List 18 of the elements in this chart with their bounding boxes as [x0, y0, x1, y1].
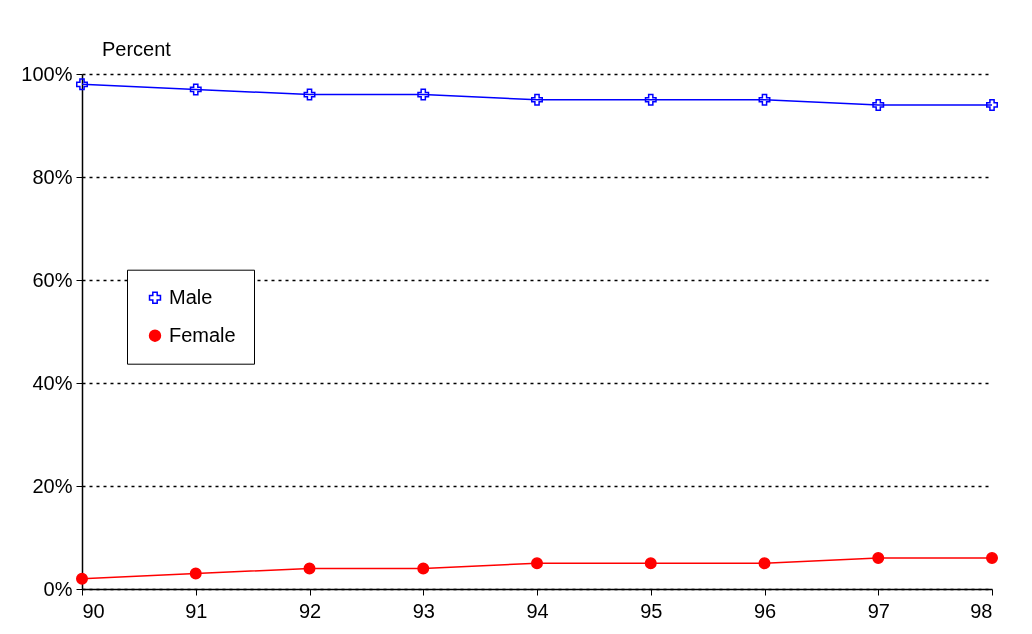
- y-axis-title: Percent: [102, 38, 172, 60]
- y-tick-label: 80%: [32, 165, 73, 188]
- y-tick-label: 20%: [32, 474, 73, 497]
- x-tick-label: 90: [82, 599, 105, 622]
- x-tick-label: 98: [970, 599, 993, 622]
- y-tick-label: 0%: [43, 577, 73, 600]
- y-tick-label: 60%: [32, 268, 73, 291]
- x-tick-label: 92: [298, 599, 322, 622]
- x-tick-label: 94: [526, 599, 549, 622]
- legend-label: Female: [169, 323, 236, 346]
- x-tick-label: 91: [185, 599, 208, 622]
- x-tick-label: 97: [867, 599, 890, 622]
- x-tick-label: 95: [640, 599, 663, 622]
- y-tick-label: 100%: [21, 62, 73, 85]
- y-tick-label: 40%: [32, 371, 73, 394]
- x-tick-label: 96: [753, 599, 777, 622]
- x-tick-label: 93: [412, 599, 435, 622]
- legend-label: Male: [169, 285, 213, 308]
